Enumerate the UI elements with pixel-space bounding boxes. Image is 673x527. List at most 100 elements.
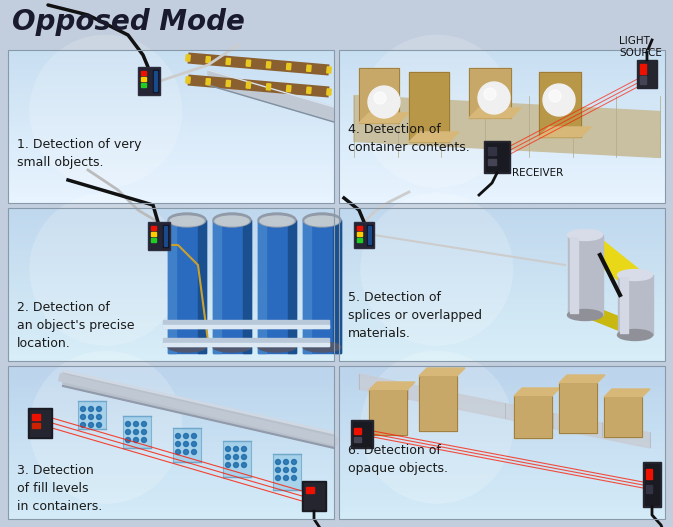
Bar [141,77,146,81]
Circle shape [543,84,575,116]
Bar [514,396,552,438]
Bar [570,237,578,313]
Circle shape [283,467,289,473]
Bar [198,220,206,353]
Circle shape [96,423,102,427]
Bar [273,454,301,490]
Bar [206,56,211,63]
Bar [28,408,52,438]
Bar [409,72,449,142]
Circle shape [81,406,85,412]
Ellipse shape [258,213,296,227]
Circle shape [242,446,246,452]
Circle shape [176,442,180,446]
Bar [138,67,160,95]
Circle shape [125,422,131,426]
Ellipse shape [567,229,602,240]
Bar [307,87,311,93]
Bar [369,390,407,435]
Bar [164,226,167,246]
Circle shape [484,88,496,100]
Bar [8,50,334,203]
Bar [168,220,176,353]
Bar [539,72,581,137]
Ellipse shape [168,213,206,227]
Bar [163,320,329,328]
Bar [568,235,603,315]
Ellipse shape [567,309,602,320]
Bar [409,72,449,142]
Bar [288,220,296,353]
Bar [514,396,552,438]
Bar [246,60,250,66]
Circle shape [96,406,102,412]
Bar [267,84,271,90]
Bar [226,80,231,86]
Bar [30,410,50,436]
Circle shape [141,430,147,434]
Bar [226,58,231,65]
Polygon shape [604,389,650,397]
Bar [258,220,266,353]
Bar [488,147,496,155]
Circle shape [225,446,230,452]
Circle shape [133,430,139,434]
Bar [327,89,331,95]
Circle shape [176,434,180,438]
Bar [173,428,201,462]
Bar [469,68,511,118]
Circle shape [125,437,131,443]
Bar [154,71,157,91]
Circle shape [360,35,513,188]
Bar [357,232,362,236]
Bar [32,423,40,428]
Circle shape [360,350,513,504]
Polygon shape [208,70,334,122]
Bar [151,238,156,242]
Text: 4. Detection of
container contents.: 4. Detection of container contents. [348,123,470,154]
Bar [32,414,40,420]
Bar [141,83,146,87]
Bar [640,76,646,84]
Bar [287,85,291,92]
Polygon shape [354,95,660,158]
Circle shape [184,450,188,454]
Bar [333,220,341,353]
Bar [78,401,106,429]
Polygon shape [419,368,465,376]
Ellipse shape [618,269,653,280]
Bar [469,68,511,118]
Ellipse shape [258,342,296,352]
Bar [339,366,665,519]
Bar [186,55,190,61]
Bar [369,390,407,435]
Circle shape [192,442,197,446]
Circle shape [275,467,281,473]
Bar [123,416,151,448]
Circle shape [242,463,246,467]
Bar [213,220,221,353]
Circle shape [234,454,238,460]
Bar [246,82,250,89]
Circle shape [30,193,182,346]
Ellipse shape [170,216,204,226]
Polygon shape [359,113,409,123]
Bar [267,62,271,68]
Polygon shape [568,240,652,280]
Circle shape [176,450,180,454]
Circle shape [133,422,139,426]
Circle shape [89,423,94,427]
Circle shape [360,193,513,346]
Bar [206,79,211,85]
Circle shape [96,415,102,419]
Circle shape [549,90,561,102]
Bar [339,50,665,203]
Bar [359,68,399,123]
Bar [354,222,374,248]
Circle shape [184,442,188,446]
Ellipse shape [303,213,341,227]
Circle shape [374,92,386,104]
Bar [604,397,642,437]
Circle shape [192,450,197,454]
Bar [148,222,170,250]
